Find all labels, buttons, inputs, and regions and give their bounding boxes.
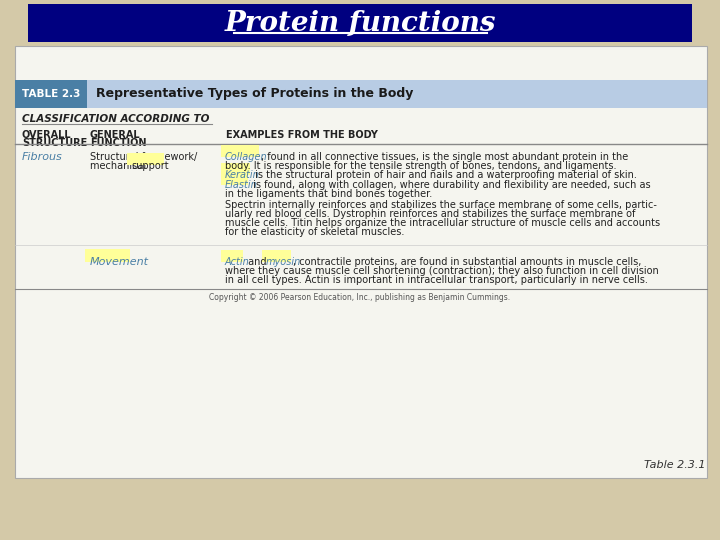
Text: Actin: Actin	[225, 257, 250, 267]
Text: Structural framework/: Structural framework/	[90, 152, 197, 162]
Text: TABLE 2.3: TABLE 2.3	[22, 89, 80, 99]
Text: Collagen: Collagen	[225, 152, 268, 162]
FancyBboxPatch shape	[15, 46, 707, 478]
Text: Keratin: Keratin	[225, 170, 260, 180]
Text: body. It is responsible for the tensile strength of bones, tendons, and ligament: body. It is responsible for the tensile …	[225, 161, 616, 171]
Text: GENERAL: GENERAL	[90, 130, 140, 140]
FancyBboxPatch shape	[15, 80, 707, 108]
Text: is the structural protein of hair and nails and a waterproofing material of skin: is the structural protein of hair and na…	[252, 170, 637, 180]
Text: , contractile proteins, are found in substantial amounts in muscle cells,: , contractile proteins, are found in sub…	[293, 257, 642, 267]
Text: for the elasticity of skeletal muscles.: for the elasticity of skeletal muscles.	[225, 227, 405, 237]
Text: Table 2.3.1: Table 2.3.1	[644, 460, 705, 470]
Text: EXAMPLES FROM THE BODY: EXAMPLES FROM THE BODY	[226, 130, 378, 140]
Text: Fibrous: Fibrous	[22, 152, 63, 162]
Text: muscle cells. Titin helps organize the intracellular structure of muscle cells a: muscle cells. Titin helps organize the i…	[225, 218, 660, 228]
FancyBboxPatch shape	[221, 163, 250, 175]
Text: Spectrin internally reinforces and stabilizes the surface membrane of some cells: Spectrin internally reinforces and stabi…	[225, 200, 657, 210]
Text: in the ligaments that bind bones together.: in the ligaments that bind bones togethe…	[225, 189, 432, 199]
Text: OVERALL: OVERALL	[22, 130, 71, 140]
Text: where they cause muscle cell shortening (contraction); they also function in cel: where they cause muscle cell shortening …	[225, 266, 659, 276]
Text: FUNCTION: FUNCTION	[90, 138, 146, 148]
FancyBboxPatch shape	[85, 249, 130, 262]
Text: mechanical: mechanical	[90, 161, 149, 171]
Text: and: and	[245, 257, 269, 267]
Text: Copyright © 2006 Pearson Education, Inc., publishing as Benjamin Cummings.: Copyright © 2006 Pearson Education, Inc.…	[210, 293, 510, 302]
Text: STRUCTURE: STRUCTURE	[22, 138, 87, 148]
Text: Protein functions: Protein functions	[224, 10, 496, 37]
Text: CLASSIFICATION ACCORDING TO: CLASSIFICATION ACCORDING TO	[22, 114, 210, 124]
Text: Elastin: Elastin	[225, 180, 258, 190]
FancyBboxPatch shape	[221, 173, 248, 185]
Text: , found in all connective tissues, is the single most abundant protein in the: , found in all connective tissues, is th…	[261, 152, 629, 162]
Text: Movement: Movement	[90, 257, 149, 267]
FancyBboxPatch shape	[221, 250, 243, 262]
Text: Representative Types of Proteins in the Body: Representative Types of Proteins in the …	[96, 87, 413, 100]
Text: support: support	[131, 161, 168, 171]
FancyBboxPatch shape	[262, 250, 291, 262]
FancyBboxPatch shape	[127, 153, 164, 165]
FancyBboxPatch shape	[28, 4, 692, 42]
Text: is found, along with collagen, where durability and flexibility are needed, such: is found, along with collagen, where dur…	[250, 180, 651, 190]
Text: ularly red blood cells. Dystrophin reinforces and stabilizes the surface membran: ularly red blood cells. Dystrophin reinf…	[225, 209, 635, 219]
Text: in all cell types. Actin is important in intracellular transport, particularly i: in all cell types. Actin is important in…	[225, 275, 648, 285]
FancyBboxPatch shape	[221, 145, 259, 157]
FancyBboxPatch shape	[15, 80, 87, 108]
Text: myosin: myosin	[266, 257, 301, 267]
